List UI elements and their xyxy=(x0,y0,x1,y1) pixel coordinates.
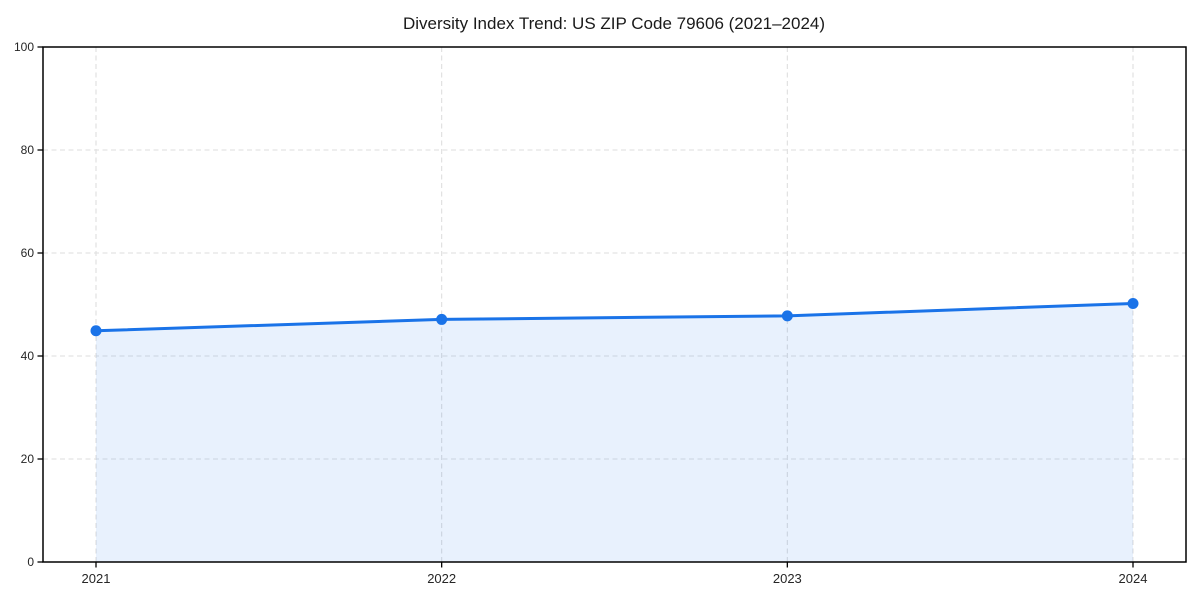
data-point-2021 xyxy=(90,325,102,337)
trend-line xyxy=(94,301,1135,333)
y-tick-label: 80 xyxy=(21,143,35,157)
y-tick-label: 60 xyxy=(21,246,35,260)
y-tick-label: 40 xyxy=(21,349,35,363)
data-point-2024 xyxy=(1127,297,1139,309)
y-tick-label: 100 xyxy=(14,40,34,54)
data-layer xyxy=(90,297,1139,562)
x-tick-label: 2022 xyxy=(427,571,456,586)
x-tick-label: 2024 xyxy=(1119,571,1148,586)
x-tick-label: 2023 xyxy=(773,571,802,586)
data-point-2022 xyxy=(436,313,448,325)
plot-border xyxy=(42,46,1187,563)
y-tick-label: 0 xyxy=(27,555,34,569)
y-tick-label: 20 xyxy=(21,452,35,466)
chart-title: Diversity Index Trend: US ZIP Code 79606… xyxy=(403,14,825,33)
data-point-2023 xyxy=(781,310,793,322)
area-fill xyxy=(96,303,1133,562)
x-tick-label: 2021 xyxy=(82,571,111,586)
axis-layer: 0 20 40 60 80 100 2021 2022 2023 2024 xyxy=(14,40,1187,586)
